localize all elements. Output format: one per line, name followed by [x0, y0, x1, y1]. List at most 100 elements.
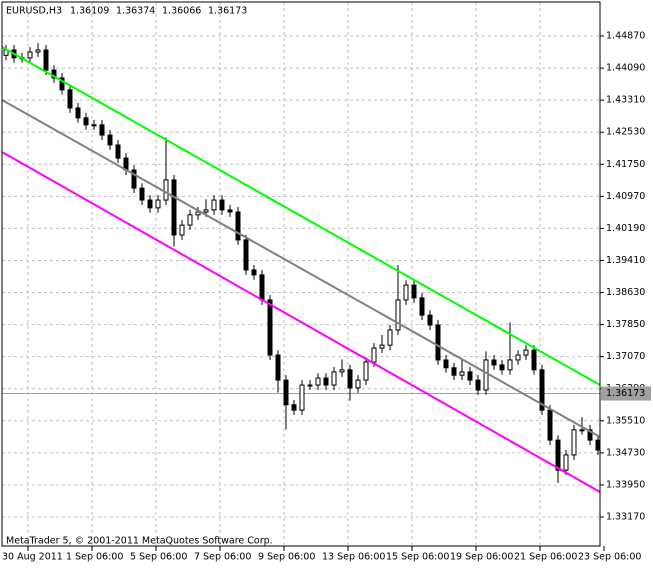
y-tick-label: 1.42530 — [606, 127, 645, 138]
candle-body — [251, 269, 257, 276]
header-price: 1.36173 — [208, 6, 247, 17]
candle-body — [115, 144, 121, 159]
candle-body — [435, 324, 441, 361]
y-tick-label: 1.39410 — [606, 255, 645, 266]
candle-body — [403, 284, 409, 301]
candle-body — [283, 379, 289, 406]
header-price: 1.36374 — [116, 6, 155, 17]
candle-body — [491, 359, 497, 366]
candle-body — [539, 369, 545, 411]
candle-body — [83, 117, 89, 126]
marks — [1, 43, 601, 493]
candle-body — [163, 179, 169, 201]
plot-border — [1, 1, 601, 547]
channel-line — [1, 46, 601, 386]
candle-body — [467, 371, 473, 381]
candle-body — [75, 107, 81, 119]
header-price: 1.36109 — [70, 6, 109, 17]
header-price: 1.36066 — [162, 6, 201, 17]
x-tick-label: 30 Aug 2011 — [2, 552, 63, 563]
candle-body — [475, 379, 481, 391]
y-tick-label: 1.40190 — [606, 223, 645, 234]
x-tick-label: 9 Sep 06:00 — [258, 552, 315, 563]
candle-body — [579, 429, 585, 432]
candle-body — [227, 209, 233, 213]
candle-body — [99, 124, 105, 136]
candle-body — [187, 214, 193, 226]
x-tick-label: 13 Sep 06:00 — [322, 552, 385, 563]
candle-body — [155, 199, 161, 209]
y-tick-label: 1.44090 — [606, 63, 645, 74]
candle-body — [211, 199, 217, 211]
candle-body — [563, 454, 569, 471]
y-tick-label: 1.35510 — [606, 415, 645, 426]
candle-body — [139, 187, 145, 201]
candle-body — [523, 349, 529, 356]
candle-body — [355, 379, 361, 389]
candle-body — [107, 134, 113, 146]
candle-body — [531, 349, 537, 371]
candle-body — [379, 344, 385, 349]
candle-body — [411, 284, 417, 299]
candle-body — [339, 369, 345, 373]
channel-line — [1, 99, 601, 438]
candle-body — [587, 429, 593, 441]
candle-body — [243, 239, 249, 271]
y-tick-label: 1.33170 — [606, 512, 645, 523]
candle-body — [499, 364, 505, 371]
symbol: EURUSD,H3 — [6, 6, 62, 17]
candle-body — [259, 274, 265, 301]
candle-body — [195, 211, 201, 216]
last-price-box — [601, 386, 651, 401]
x-tick-label: 15 Sep 06:00 — [386, 552, 449, 563]
candle-body — [51, 69, 57, 79]
candle-body — [331, 371, 337, 386]
candle-body — [235, 211, 241, 241]
candle-body — [219, 199, 225, 211]
candle-body — [427, 314, 433, 326]
x-tick-label: 19 Sep 06:00 — [450, 552, 513, 563]
candle-body — [299, 384, 305, 411]
y-tick-label: 1.40970 — [606, 191, 645, 202]
y-tick-label: 1.37070 — [606, 351, 645, 362]
candle-body — [371, 347, 377, 363]
candle-body — [395, 299, 401, 331]
y-tick-label: 1.37850 — [606, 319, 645, 330]
candle-body — [131, 169, 137, 189]
y-tick-label: 1.34730 — [606, 447, 645, 458]
last-price-label: 1.36173 — [606, 388, 645, 399]
candle-body — [43, 49, 49, 71]
candle-body — [363, 361, 369, 381]
candle-body — [203, 209, 209, 213]
candle-body — [555, 439, 561, 471]
candle-body — [571, 429, 577, 456]
candle-body — [27, 51, 33, 59]
labels: 1.44870 1.44090 1.43310 1.42530 1.41750 1.409… — [2, 31, 651, 563]
candle-body — [451, 367, 457, 376]
y-tick-label: 1.43310 — [606, 95, 645, 106]
grid — [2, 2, 600, 546]
x-tick-label: 7 Sep 06:00 — [194, 552, 251, 563]
candle-body — [347, 369, 353, 389]
y-tick-label: 1.41750 — [606, 159, 645, 170]
candle-body — [443, 359, 449, 369]
candle-body — [35, 49, 41, 53]
candle-body — [91, 124, 97, 127]
candle-body — [387, 329, 393, 346]
candle-body — [67, 89, 73, 109]
candle-body — [507, 359, 513, 371]
x-tick-label: 1 Sep 06:00 — [66, 552, 123, 563]
candle-body — [315, 377, 321, 386]
candle-body — [171, 179, 177, 236]
footer: MetaTrader 5, © 2001-2011 MetaQuotes Sof… — [6, 536, 273, 547]
y-tick-label: 1.33950 — [606, 479, 645, 490]
candle-body — [179, 224, 185, 236]
candle-body — [419, 297, 425, 316]
x-tick-label: 5 Sep 06:00 — [130, 552, 187, 563]
candle-body — [595, 439, 601, 451]
candle-body — [307, 384, 313, 387]
y-tick-label: 1.44870 — [606, 31, 645, 42]
